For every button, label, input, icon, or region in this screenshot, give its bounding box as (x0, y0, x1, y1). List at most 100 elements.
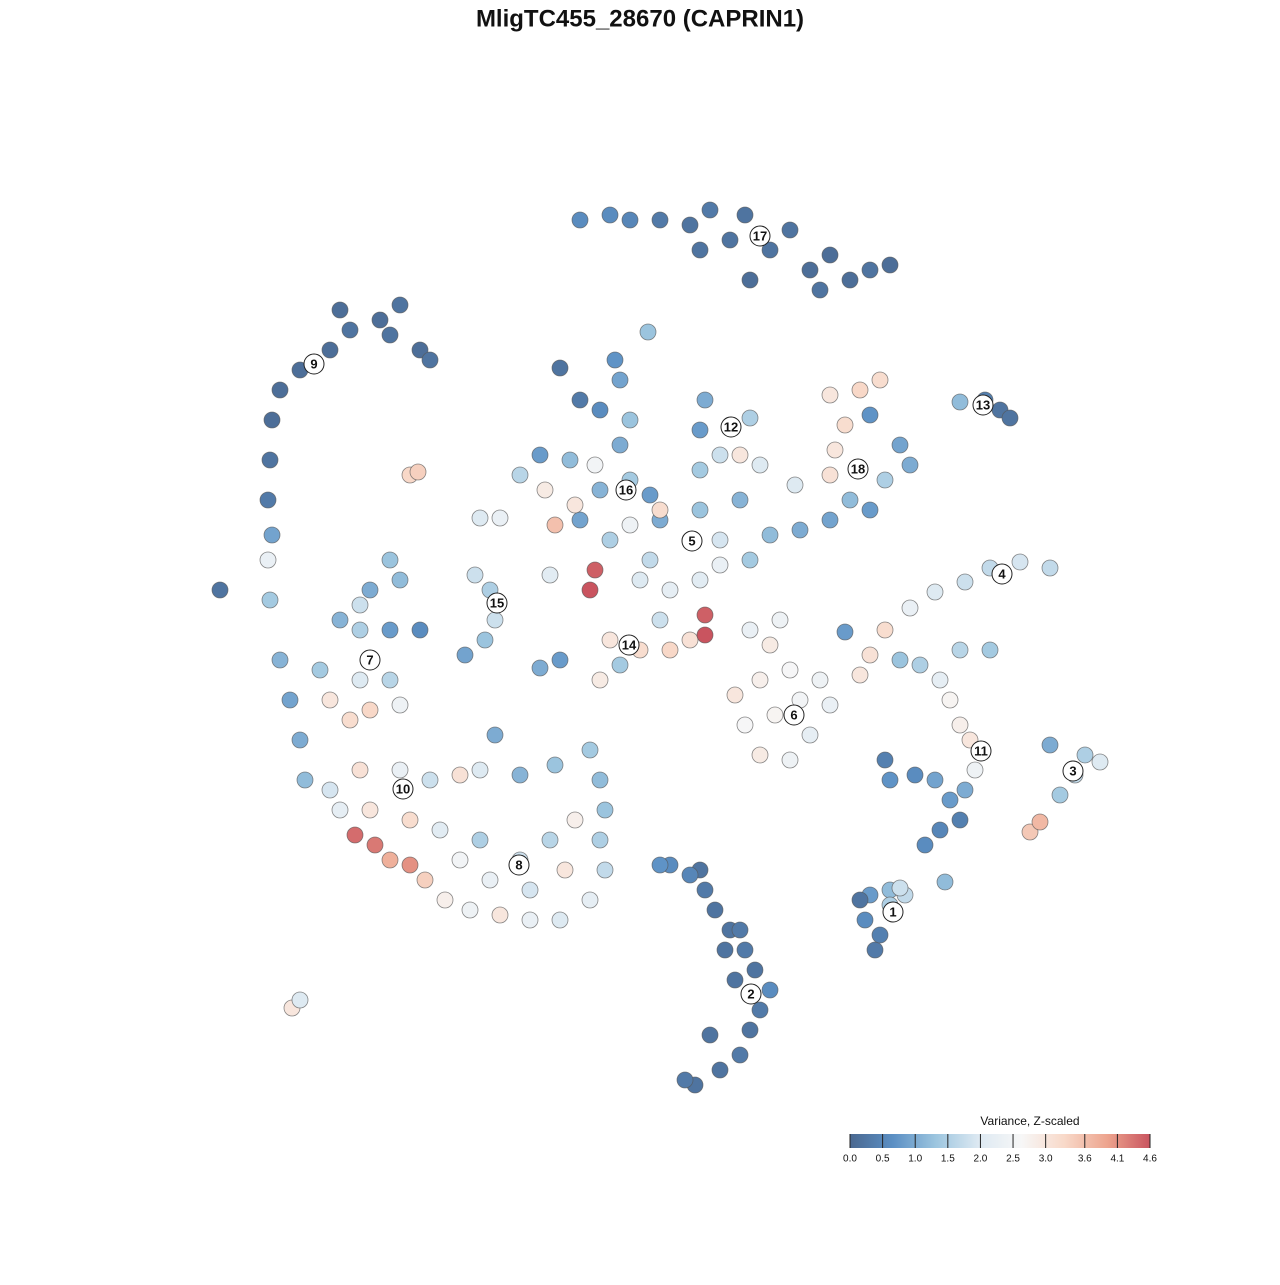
cluster-badge (882, 901, 904, 923)
point (901, 599, 919, 617)
point (321, 341, 339, 359)
point (591, 671, 609, 689)
point (956, 573, 974, 591)
point (651, 611, 669, 629)
colorbar-title: Variance, Z-scaled (980, 1114, 1079, 1128)
point (259, 551, 277, 569)
point (1011, 553, 1029, 571)
point (711, 556, 729, 574)
point (821, 466, 839, 484)
point (451, 851, 469, 869)
cluster-badge (1062, 760, 1084, 782)
point (826, 441, 844, 459)
point (481, 871, 499, 889)
point (821, 696, 839, 714)
point (941, 791, 959, 809)
point (651, 501, 669, 519)
point (851, 381, 869, 399)
point (751, 746, 769, 764)
point (891, 436, 909, 454)
point (271, 381, 289, 399)
point (836, 623, 854, 641)
point (621, 211, 639, 229)
colorbar-tick-label: 3.6 (1078, 1154, 1092, 1165)
cluster-label: 9 (310, 356, 317, 371)
point (351, 761, 369, 779)
point (821, 246, 839, 264)
point (681, 216, 699, 234)
point (601, 206, 619, 224)
point (291, 731, 309, 749)
point (341, 711, 359, 729)
point (371, 311, 389, 329)
point (876, 621, 894, 639)
point (1076, 746, 1094, 764)
point (391, 571, 409, 589)
cluster-badge (749, 225, 771, 247)
point (811, 281, 829, 299)
point (861, 501, 879, 519)
point (351, 596, 369, 614)
point (471, 509, 489, 527)
point (726, 686, 744, 704)
point (736, 206, 754, 224)
cluster-badge (740, 983, 762, 1005)
point (521, 911, 539, 929)
point (856, 911, 874, 929)
point (366, 836, 384, 854)
point (551, 911, 569, 929)
point (561, 451, 579, 469)
point (421, 351, 439, 369)
point (571, 211, 589, 229)
point (571, 391, 589, 409)
point (761, 526, 779, 544)
point (761, 241, 779, 259)
point (761, 636, 779, 654)
point (409, 463, 427, 481)
point (581, 741, 599, 759)
point (331, 611, 349, 629)
point (736, 941, 754, 959)
point (1001, 409, 1019, 427)
point (521, 881, 539, 899)
point (471, 831, 489, 849)
point (601, 631, 619, 649)
point (591, 831, 609, 849)
point (911, 656, 929, 674)
cluster-label: 2 (747, 986, 754, 1001)
point (891, 651, 909, 669)
point (541, 831, 559, 849)
point (871, 926, 889, 944)
point (381, 326, 399, 344)
point (661, 581, 679, 599)
point (611, 656, 629, 674)
point (891, 879, 909, 897)
point (881, 771, 899, 789)
colorbar-tick-label: 0.5 (876, 1154, 890, 1165)
cluster-badge (970, 740, 992, 762)
cluster-label: 15 (490, 595, 504, 610)
point (296, 771, 314, 789)
point (861, 406, 879, 424)
point (861, 261, 879, 279)
point (411, 621, 429, 639)
point (931, 821, 949, 839)
point (761, 981, 779, 999)
colorbar-tick-label: 0.0 (843, 1154, 857, 1165)
point (916, 836, 934, 854)
point (491, 906, 509, 924)
point (881, 256, 899, 274)
cluster-badge (720, 416, 742, 438)
cluster-label: 3 (1069, 763, 1076, 778)
point (736, 716, 754, 734)
point (731, 446, 749, 464)
point (431, 821, 449, 839)
point (701, 1026, 719, 1044)
cluster-badge (681, 530, 703, 552)
point (691, 241, 709, 259)
point (696, 391, 714, 409)
point (981, 641, 999, 659)
point (381, 851, 399, 869)
point (351, 671, 369, 689)
